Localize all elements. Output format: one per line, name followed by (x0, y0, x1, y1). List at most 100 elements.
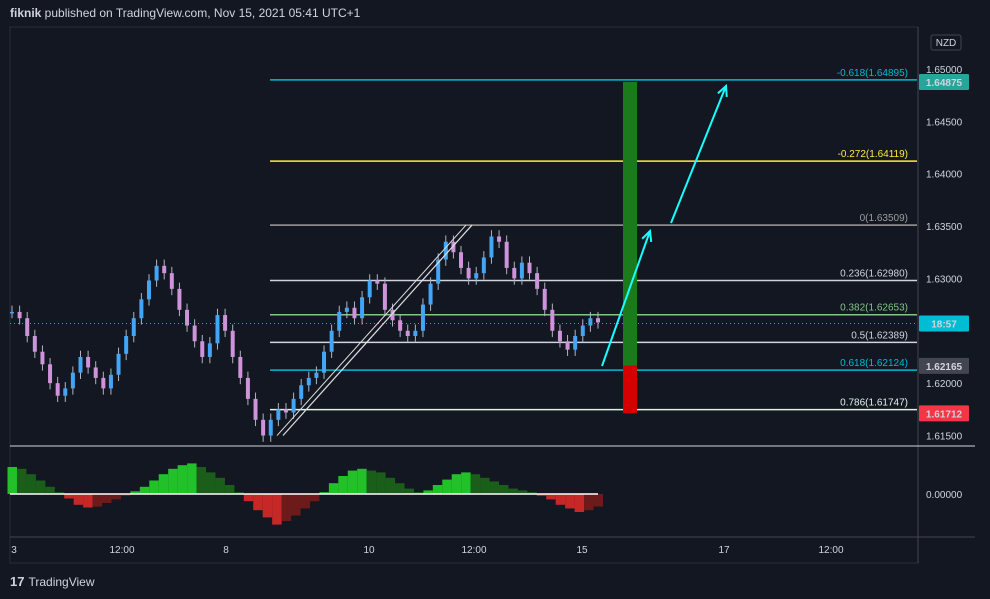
oscillator-bar (205, 472, 216, 494)
candle-body (398, 320, 403, 331)
x-tick-label: 17 (718, 545, 730, 556)
price-badge-text: 1.64875 (926, 78, 963, 89)
oscillator-bar (480, 477, 490, 494)
oscillator-bar (328, 483, 339, 494)
oscillator-bar (395, 483, 405, 494)
candle-body (413, 330, 418, 337)
candle-body (101, 377, 106, 389)
x-tick-label: 15 (576, 545, 588, 556)
oscillator-bar (319, 492, 329, 494)
y-tick-label: 1.63000 (926, 274, 963, 285)
oscillator-bar (35, 480, 46, 494)
tradingview-logo-icon: 17 (10, 574, 25, 589)
candle-body (48, 364, 53, 384)
oscillator-bar (574, 494, 585, 512)
candle-body (10, 311, 14, 314)
oscillator-bar (45, 486, 55, 494)
oscillator-bar (546, 494, 556, 500)
candle-body (489, 236, 494, 258)
y-tick-label: 1.64500 (926, 117, 963, 128)
oscillator-bar (64, 494, 74, 499)
price-badge-text: 1.61712 (926, 409, 963, 420)
oscillator-bar (413, 492, 424, 494)
currency-badge (930, 34, 962, 51)
oscillator-bar (508, 488, 518, 494)
candle-body (451, 241, 456, 253)
candle-body (512, 267, 517, 279)
oscillator-bar (470, 474, 481, 494)
candle-body (17, 311, 22, 319)
oscillator-bar (366, 470, 377, 494)
candle-body (306, 377, 311, 386)
candle-body (443, 241, 448, 260)
candle-body (169, 273, 174, 289)
oscillator-bar (309, 494, 320, 502)
candle-body (261, 419, 266, 436)
oscillator-bar (593, 494, 603, 507)
fib-level-label: 0.5(1.62389) (851, 330, 908, 341)
oscillator-bar (111, 494, 121, 500)
osc-zero-label: 0.00000 (926, 490, 963, 501)
oscillator-bar (149, 480, 159, 494)
y-tick-label: 1.62000 (926, 379, 963, 390)
footer-brand-text: TradingView (28, 574, 95, 589)
oscillator-bar (26, 474, 36, 494)
candle-body (86, 356, 91, 368)
candle-body (542, 288, 547, 310)
projection-arrow-1-head (641, 228, 653, 243)
oscillator-bar (527, 492, 537, 494)
oscillator-bar (536, 494, 547, 496)
publish-info: published on TradingView.com, Nov 15, 20… (41, 6, 361, 20)
oscillator-bar (196, 467, 207, 494)
candle-body (436, 259, 441, 284)
oscillator-bar (584, 494, 594, 511)
price-badge (919, 357, 969, 374)
candle-body (497, 236, 502, 242)
target-zone-box (623, 81, 637, 366)
oscillator-bar (224, 485, 235, 494)
oscillator-bar (442, 479, 452, 494)
oscillator-bar (300, 494, 310, 509)
oscillator-bar (262, 494, 273, 518)
oscillator-bar (168, 468, 178, 494)
candle-body (40, 351, 45, 365)
oscillator-bar (376, 472, 386, 494)
oscillator-bar (92, 494, 103, 507)
candle-body (131, 318, 136, 337)
candle-body (268, 419, 273, 436)
oscillator-bar (338, 476, 348, 494)
oscillator-bar (130, 491, 140, 494)
candle-body (535, 273, 540, 289)
candle-body (223, 315, 228, 331)
candle-body (185, 309, 190, 326)
y-tick-label: 1.61500 (926, 432, 963, 443)
candle-body (382, 283, 387, 310)
projection-arrow-2 (670, 85, 727, 224)
fib-level-label: 0.618(1.62124) (840, 358, 908, 369)
candle-body (139, 299, 144, 319)
candle-body (78, 356, 83, 373)
oscillator-bar (432, 485, 443, 494)
candle-body (580, 325, 585, 337)
footer-brand: 17 TradingView (10, 574, 95, 589)
candle-body (428, 283, 433, 305)
candle-body (177, 288, 182, 310)
candle-body (596, 318, 600, 323)
candle-body (337, 311, 342, 331)
oscillator-bar (272, 494, 282, 525)
oscillator-bar (385, 477, 396, 494)
candle-body (329, 330, 334, 352)
candle-body (519, 262, 524, 279)
price-badge (919, 405, 969, 422)
candle-body (230, 330, 235, 357)
fib-level-label: 0(1.63509) (860, 213, 908, 224)
candle-body (344, 307, 349, 312)
x-tick-label: 12:00 (818, 545, 843, 556)
currency-badge-text: NZD (936, 38, 957, 49)
x-tick-label: 3 (11, 545, 17, 556)
candle-body (63, 388, 68, 396)
candle-body (283, 409, 288, 413)
candle-body (215, 315, 220, 344)
oscillator-bar (461, 472, 471, 494)
